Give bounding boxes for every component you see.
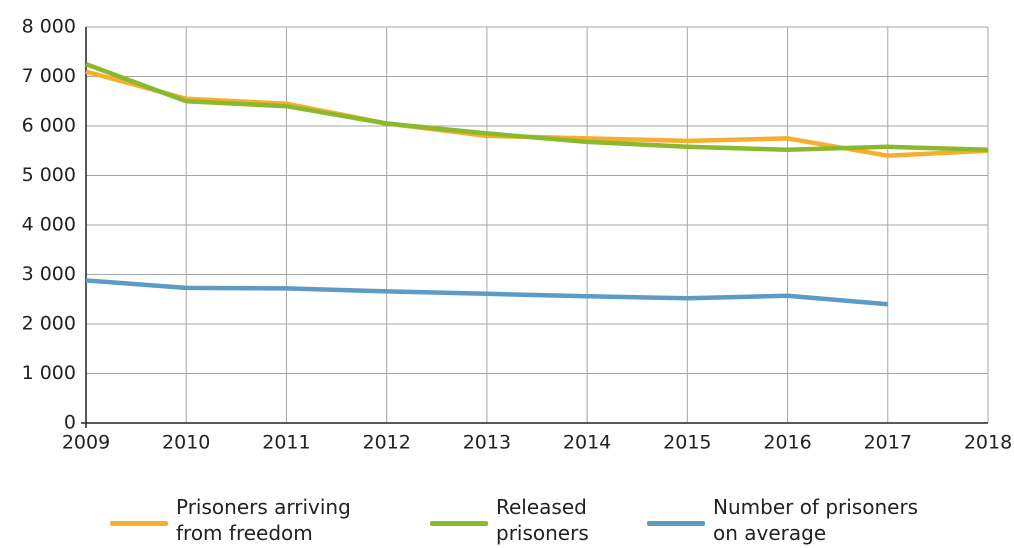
y-tick-label: 5 000 xyxy=(22,164,76,186)
legend-label: Prisoners arriving from freedom xyxy=(176,495,351,545)
y-tick-label: 8 000 xyxy=(22,16,76,38)
legend-label: Number of prisoners on average xyxy=(713,495,919,545)
legend-item: Number of prisoners on average xyxy=(647,494,918,546)
series-line xyxy=(85,278,888,307)
series-line xyxy=(85,62,989,153)
legend-swatch xyxy=(647,521,705,526)
y-tick-label: 4 000 xyxy=(22,214,76,236)
y-tick-label: 7 000 xyxy=(22,65,76,87)
series-line xyxy=(85,69,989,158)
legend-swatch xyxy=(430,521,488,526)
x-tick-label: 2014 xyxy=(563,432,611,454)
x-tick-label: 2016 xyxy=(763,432,811,454)
x-tick-label: 2013 xyxy=(463,432,511,454)
x-tick-label: 2018 xyxy=(964,432,1012,454)
legend-item: Prisoners arriving from freedom xyxy=(110,494,351,546)
y-tick-label: 1 000 xyxy=(22,362,76,384)
y-tick-label: 2 000 xyxy=(22,313,76,335)
legend-item: Released prisoners xyxy=(430,494,589,546)
y-tick-label: 0 xyxy=(64,412,76,434)
x-tick-label: 2012 xyxy=(362,432,410,454)
y-tick-label: 3 000 xyxy=(22,263,76,285)
x-tick-label: 2011 xyxy=(262,432,310,454)
x-tick-label: 2015 xyxy=(663,432,711,454)
legend-label: Released prisoners xyxy=(496,495,589,545)
x-tick-label: 2010 xyxy=(162,432,210,454)
x-tick-label: 2009 xyxy=(62,432,110,454)
legend-swatch xyxy=(110,521,168,526)
x-tick-label: 2017 xyxy=(864,432,912,454)
y-tick-label: 6 000 xyxy=(22,115,76,137)
